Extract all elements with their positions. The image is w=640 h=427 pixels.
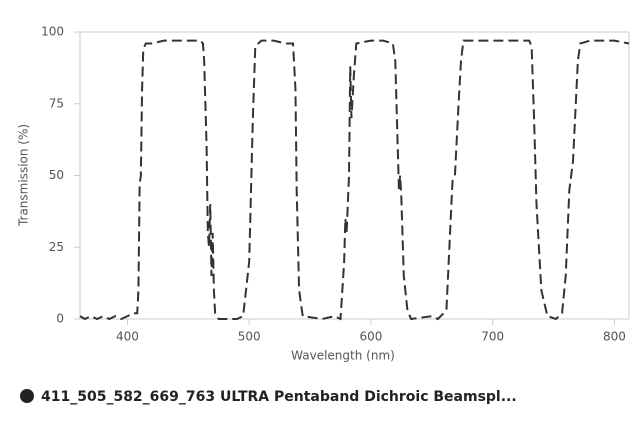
legend-marker bbox=[20, 389, 34, 403]
x-tick-label: 500 bbox=[238, 330, 261, 344]
legend-text: 411_505_582_669_763 ULTRA Pentaband Dich… bbox=[41, 389, 517, 405]
y-tick-label: 75 bbox=[49, 96, 64, 110]
x-tick-label: 800 bbox=[603, 330, 626, 344]
y-tick-label: 0 bbox=[56, 312, 64, 326]
x-tick-label: 700 bbox=[481, 330, 504, 344]
series-line bbox=[79, 39, 630, 321]
x-axis-label: Wavelength (nm) bbox=[291, 349, 395, 363]
x-tick-label: 400 bbox=[116, 330, 139, 344]
x-tick-label: 600 bbox=[359, 330, 382, 344]
y-tick-label: 50 bbox=[49, 168, 64, 182]
y-tick-label: 25 bbox=[49, 240, 64, 254]
y-tick-label: 100 bbox=[41, 25, 64, 39]
y-axis-label: Transmission (%) bbox=[17, 124, 31, 227]
